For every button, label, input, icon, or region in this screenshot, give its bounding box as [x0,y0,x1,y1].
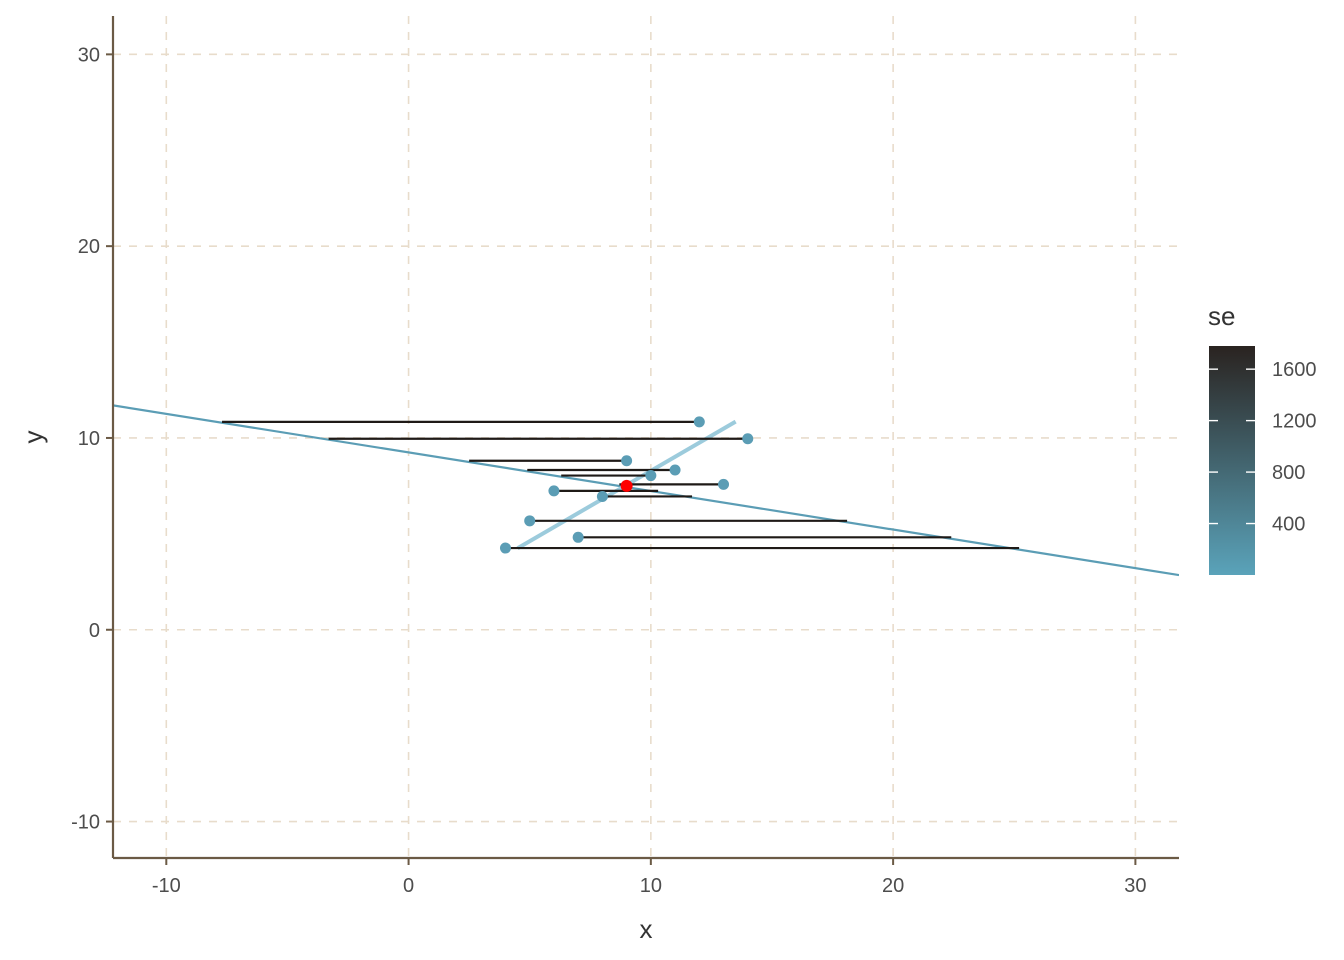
data-point [718,478,730,490]
legend-colorbar [1209,346,1255,575]
data-point [621,455,633,467]
legend-title: se [1208,301,1235,331]
y-tick-label: -10 [71,812,100,834]
y-tick-label: 0 [89,620,100,642]
data-point [742,433,754,445]
legend-label: 400 [1272,514,1305,536]
x-tick-label: 30 [1124,875,1146,897]
data-point [645,470,657,482]
legend-label: 800 [1272,462,1305,484]
y-tick-label: 30 [78,44,100,66]
x-tick-label: 20 [882,875,904,897]
y-tick-label: 20 [78,236,100,258]
data-point [693,416,705,428]
data-point [524,515,536,527]
axes [111,16,1179,860]
data-point [499,542,511,554]
x-tick-label: -10 [152,875,181,897]
highlight-point [620,479,633,492]
legend-label: 1600 [1272,359,1317,381]
y-tick-label: 10 [78,428,100,450]
data-point [596,490,608,502]
x-tick-label: 10 [640,875,662,897]
points [499,416,754,554]
tick-labels: -10 0 10 20 30 -10 0 10 20 30 [71,44,1146,897]
x-axis-title: x [640,914,653,944]
y-axis-title: y [18,431,48,444]
data-point [548,485,560,497]
legend-label: 1200 [1272,411,1317,433]
data-point [669,464,681,476]
segments [222,420,1020,550]
legend: se 400 800 1200 1600 [1208,301,1317,575]
grid [113,16,1179,858]
x-tick-label: 0 [403,875,414,897]
data-point [572,531,584,543]
